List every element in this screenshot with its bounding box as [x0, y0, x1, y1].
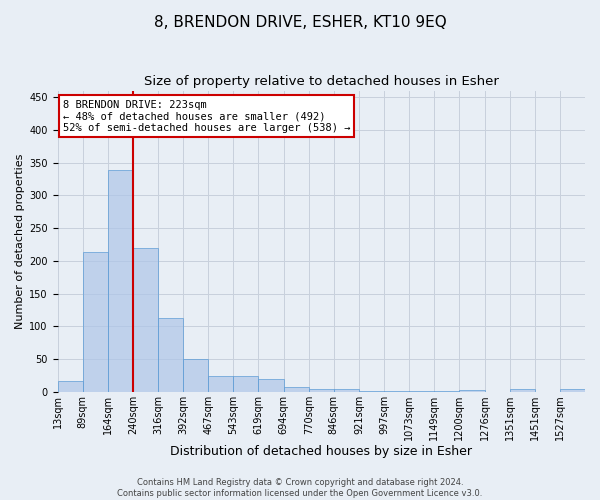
Bar: [409, 390, 434, 392]
Y-axis label: Number of detached properties: Number of detached properties: [15, 154, 25, 329]
Bar: [259, 380, 284, 392]
Bar: [460, 390, 485, 392]
Bar: [509, 390, 535, 392]
Bar: [434, 390, 460, 392]
Bar: [384, 390, 409, 392]
Bar: [183, 358, 208, 392]
Bar: [359, 390, 384, 392]
Bar: [334, 388, 359, 392]
Bar: [284, 386, 308, 392]
Bar: [158, 318, 183, 392]
Bar: [233, 376, 259, 392]
Bar: [108, 170, 133, 392]
Text: Contains HM Land Registry data © Crown copyright and database right 2024.
Contai: Contains HM Land Registry data © Crown c…: [118, 478, 482, 498]
X-axis label: Distribution of detached houses by size in Esher: Distribution of detached houses by size …: [170, 444, 472, 458]
Bar: [560, 390, 585, 392]
Bar: [133, 248, 158, 392]
Text: 8, BRENDON DRIVE, ESHER, KT10 9EQ: 8, BRENDON DRIVE, ESHER, KT10 9EQ: [154, 15, 446, 30]
Text: 8 BRENDON DRIVE: 223sqm
← 48% of detached houses are smaller (492)
52% of semi-d: 8 BRENDON DRIVE: 223sqm ← 48% of detache…: [63, 100, 350, 133]
Bar: [308, 388, 334, 392]
Bar: [83, 252, 108, 392]
Title: Size of property relative to detached houses in Esher: Size of property relative to detached ho…: [144, 75, 499, 88]
Bar: [208, 376, 233, 392]
Bar: [58, 382, 83, 392]
